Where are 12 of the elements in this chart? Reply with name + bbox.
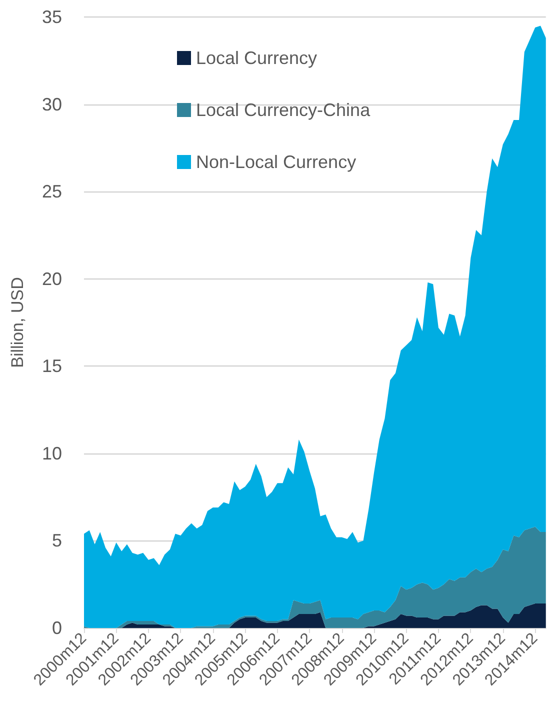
y-tick-label: 35 [42,7,62,27]
y-tick-label: 25 [42,182,62,202]
y-tick-label: 10 [42,443,62,464]
legend-label: Non-Local Currency [196,152,356,172]
y-tick-label: 15 [42,356,62,376]
y-axis-title: Billion, USD [8,277,27,368]
legend-label: Local Currency [196,48,318,68]
y-tick-label: 20 [42,268,62,289]
legend-label: Local Currency-China [196,100,372,120]
y-tick-label: 5 [52,530,62,551]
y-tick-label: 30 [42,94,62,114]
y-tick-label: 0 [52,618,62,638]
